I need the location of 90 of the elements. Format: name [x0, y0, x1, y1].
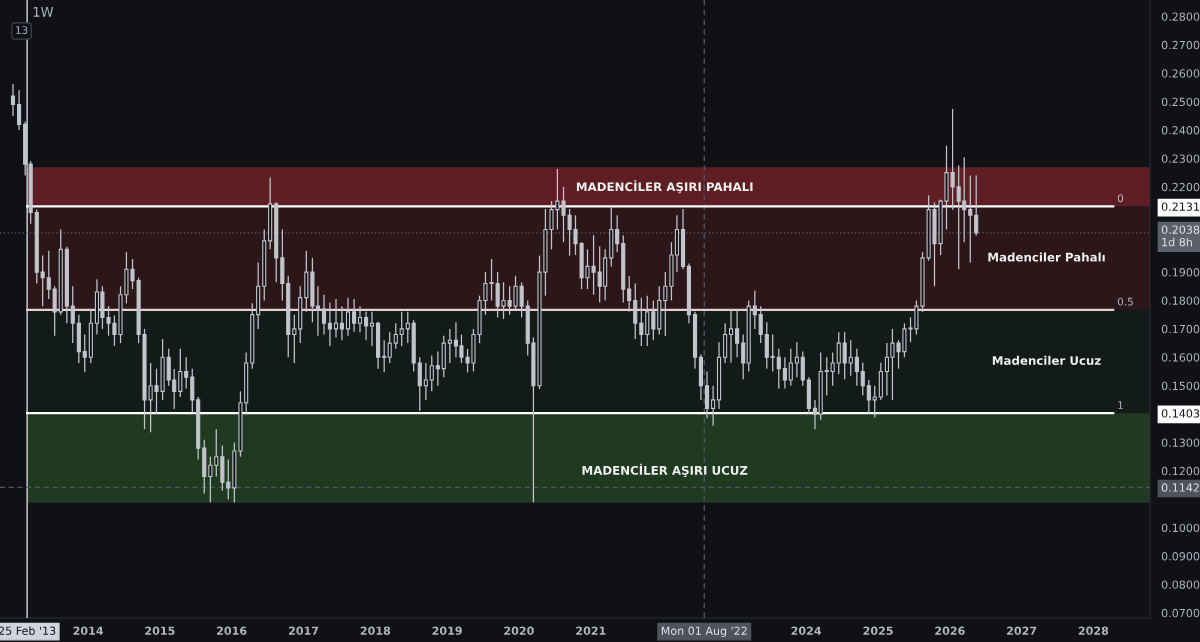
x-tick-label: 2026 [935, 626, 965, 635]
y-tick-label: 0.1142 [1161, 483, 1199, 492]
candlestick [770, 333, 775, 373]
annotation: 1 [1118, 401, 1123, 409]
candlestick [447, 328, 452, 364]
candlestick [178, 348, 183, 398]
candlestick [184, 356, 189, 390]
candlestick [352, 298, 357, 333]
candlestick [723, 322, 728, 364]
y-tick-label: 0.2300 [1161, 154, 1200, 163]
x-tick-label: 2025 [863, 626, 893, 635]
candlestick [788, 348, 793, 387]
y-tick-label: 0.2800 [1161, 12, 1200, 21]
chart-title: 1W [33, 7, 54, 17]
candlestick [866, 379, 871, 415]
x-tick-label: 2019 [432, 626, 462, 635]
candlestick [615, 214, 620, 253]
candlestick [627, 275, 632, 313]
candlestick [292, 314, 297, 364]
y-tick-label: 0.1600 [1161, 353, 1200, 362]
x-tick-label: 2017 [288, 626, 319, 635]
y-tick-label: 0.1900 [1161, 268, 1200, 277]
y-tick-label: 0.1700 [1161, 324, 1200, 334]
candlestick [848, 339, 853, 377]
y-tick-label: 0.2038 1d 8h [1161, 225, 1200, 247]
x-tick-label: 2015 [145, 626, 175, 635]
candlestick [339, 305, 344, 341]
candlestick [327, 301, 332, 347]
band-label: MADENCİLER AŞIRI PAHALI [576, 180, 753, 194]
candlestick [860, 361, 865, 397]
candlestick [794, 341, 799, 378]
y-tick-label: 0.2600 [1161, 69, 1200, 78]
candlestick [429, 354, 434, 392]
candlestick [364, 311, 369, 341]
candlestick [633, 282, 638, 340]
candlestick [321, 294, 327, 336]
band-label: Madenciler Pahalı [988, 252, 1105, 262]
y-tick-label: 0.0800 [1161, 580, 1200, 589]
y-tick-label: 0.2131 [1161, 202, 1199, 211]
candlestick [70, 285, 75, 344]
candlestick [735, 308, 740, 358]
y-tick-label: 0.1000 [1161, 523, 1200, 533]
candlestick [968, 174, 973, 264]
candlestick [764, 321, 769, 370]
candlestick [974, 174, 979, 237]
y-tick-label: 0.2500 [1161, 97, 1200, 107]
y-tick-label: 0.0700 [1161, 608, 1200, 618]
x-tick-label: 2021 [576, 626, 606, 635]
candlestick [776, 348, 781, 390]
candlestick [387, 331, 392, 364]
x-tick-label: 2018 [360, 626, 391, 635]
candlestick [382, 339, 387, 373]
candlestick [435, 350, 440, 387]
y-tick-label: 0.0900 [1161, 552, 1200, 561]
x-tick-label: 2028 [1078, 626, 1109, 635]
x-tick-label: 2024 [791, 626, 822, 635]
annotation: 0.5 [1117, 297, 1133, 306]
candlestick [782, 356, 787, 390]
candlestick [812, 399, 818, 430]
candlestick [17, 89, 22, 131]
candlestick [40, 254, 45, 307]
y-tick-label: 0.1300 [1161, 438, 1200, 447]
y-tick-label: 0.2700 [1161, 40, 1200, 50]
candlestick [10, 83, 16, 117]
candlestick [82, 333, 87, 373]
x-tick-label: 2016 [217, 626, 247, 635]
y-tick-label: 0.2200 [1161, 182, 1200, 192]
x-tick-label: Mon 01 Aug '22 [661, 626, 747, 638]
candlestick [741, 333, 746, 380]
y-tick-label: 0.1403 [1161, 409, 1200, 418]
band-label: MADENCİLER AŞIRI UCUZ [582, 463, 748, 477]
candlestick [190, 368, 195, 414]
annotation: 0 [1117, 194, 1124, 203]
candlestick [423, 362, 428, 401]
candlestick [800, 350, 805, 387]
annotation: 13 [16, 26, 28, 35]
x-tick-label: 2014 [73, 626, 104, 635]
candlestick [393, 322, 398, 350]
x-tick-label: 2027 [1007, 626, 1037, 635]
candlestick [752, 289, 757, 330]
x-tick-label: 2020 [504, 626, 534, 635]
y-tick-label: 0.1200 [1161, 466, 1200, 476]
band-label: Madenciler Ucuz [992, 355, 1101, 365]
y-tick-label: 0.2400 [1161, 126, 1200, 135]
candlestick [758, 305, 763, 344]
candlestick [854, 348, 859, 387]
candlestick [704, 370, 710, 419]
y-tick-label: 0.1500 [1161, 381, 1200, 391]
y-tick-label: 0.1800 [1161, 296, 1200, 305]
candlestick [417, 356, 422, 412]
